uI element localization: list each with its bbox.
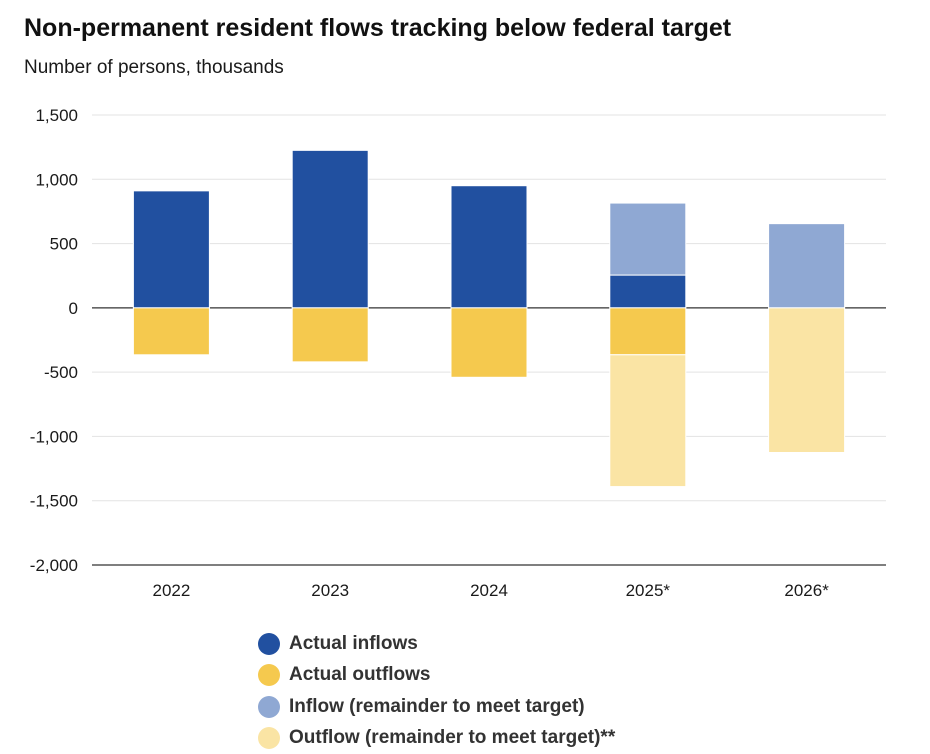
legend-label-outflow-remainder: Outflow (remainder to meet target)** xyxy=(289,727,616,749)
legend-swatch-outflow-remainder xyxy=(258,727,280,750)
bar-actual-inflows xyxy=(450,185,528,309)
bar-inflow-remainder-to-meet-target xyxy=(609,202,687,276)
bar-inflow-remainder-to-meet-target xyxy=(768,223,846,309)
y-tick-label: 1,000 xyxy=(35,170,78,189)
legend-label-inflow-remainder: Inflow (remainder to meet target) xyxy=(289,695,585,717)
y-tick-label: 1,500 xyxy=(35,106,78,125)
x-tick-label: 2025* xyxy=(626,581,671,600)
bar-outflow-remainder-to-meet-target xyxy=(768,307,846,453)
bar-actual-outflows xyxy=(291,307,369,363)
legend-swatch-actual-inflows xyxy=(258,632,280,655)
x-tick-label: 2026* xyxy=(784,581,829,600)
legend-swatch-inflow-remainder xyxy=(258,695,280,718)
chart-subtitle: Number of persons, thousands xyxy=(24,57,284,78)
legend-item-outflow-remainder: Outflow (remainder to meet target)** xyxy=(258,723,615,754)
x-tick-label: 2022 xyxy=(152,581,190,600)
y-tick-label: -1,500 xyxy=(30,492,78,511)
bar-actual-inflows xyxy=(291,149,369,309)
bar-actual-outflows xyxy=(609,307,687,356)
legend-item-actual-outflows: Actual outflows xyxy=(258,660,615,692)
y-tick-label: 0 xyxy=(69,299,78,318)
chart-title: Non-permanent resident flows tracking be… xyxy=(24,14,732,42)
bar-chart: 1,500 1,000 500 0 -500 -1,000 -1,500 -2,000 2022… xyxy=(30,106,886,600)
chart-legend: Actual inflows Actual outflows Inflow (r… xyxy=(258,628,615,754)
bar-actual-inflows xyxy=(132,190,210,309)
y-tick-label: -2,000 xyxy=(30,556,78,575)
legend-swatch-actual-outflows xyxy=(258,664,280,687)
legend-label-actual-outflows: Actual outflows xyxy=(289,664,431,686)
legend-item-inflow-remainder: Inflow (remainder to meet target) xyxy=(258,691,615,723)
y-tick-label: 500 xyxy=(50,235,78,254)
bar-actual-inflows xyxy=(609,274,687,309)
y-tick-label: -500 xyxy=(44,363,78,382)
bar-actual-outflows xyxy=(450,307,528,378)
x-tick-label: 2023 xyxy=(311,581,349,600)
legend-label-actual-inflows: Actual inflows xyxy=(289,632,418,654)
bar-actual-outflows xyxy=(132,307,210,356)
legend-item-actual-inflows: Actual inflows xyxy=(258,628,615,660)
bar-outflow-remainder-to-meet-target xyxy=(609,354,687,488)
y-tick-label: -1,000 xyxy=(30,427,78,446)
x-tick-label: 2024 xyxy=(470,581,508,600)
